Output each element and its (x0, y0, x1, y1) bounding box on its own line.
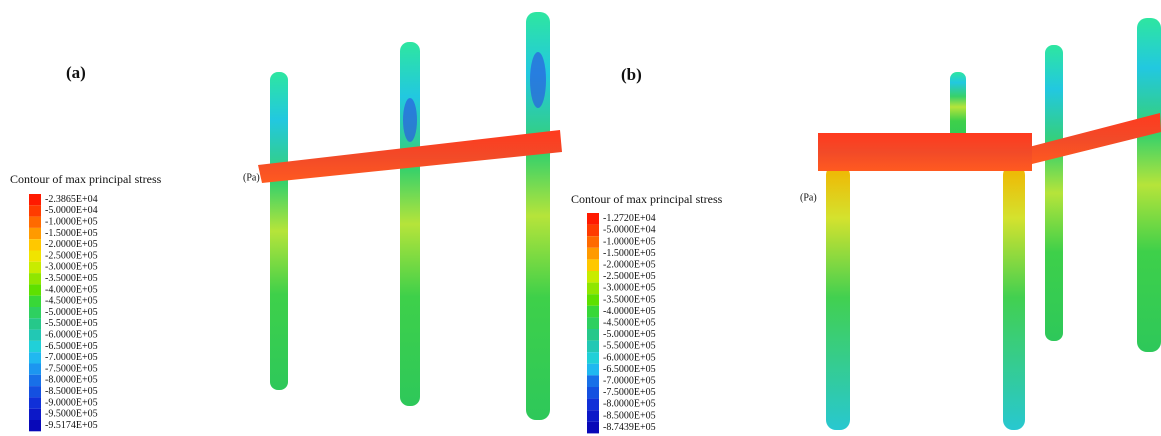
legend-swatch (587, 375, 599, 387)
legend-swatch (29, 307, 41, 318)
legend-level: -6.5000E+05 (603, 364, 656, 375)
legend-title: Contour of max principal stress (10, 172, 162, 186)
legend-level: -5.0000E+04 (603, 225, 656, 236)
legend-swatch (29, 341, 41, 352)
legend-level: -7.5000E+05 (603, 387, 656, 398)
legend-swatch (587, 387, 599, 399)
legend-swatch (29, 273, 41, 284)
legend-level: -3.0000E+05 (603, 283, 656, 294)
legend-swatch (587, 364, 599, 376)
legend-level: -8.7439E+05 (603, 422, 656, 433)
legend-swatch (29, 228, 41, 239)
model-b (818, 18, 1161, 430)
legend-swatch (587, 329, 599, 341)
legend-swatch (587, 341, 599, 353)
legend-level: -5.0000E+05 (45, 307, 98, 318)
legend-level: -5.0000E+05 (603, 329, 656, 340)
legend-level: -9.0000E+05 (45, 397, 98, 408)
legend-swatch (587, 410, 599, 422)
legend-swatch (587, 271, 599, 283)
legend-level: -6.0000E+05 (603, 352, 656, 363)
legend-swatch (29, 205, 41, 216)
legend-title: Contour of max principal stress (571, 192, 723, 206)
figure: (a) Contour of max principal stress (Pa) -2… (0, 0, 1161, 436)
legend-level: -4.5000E+05 (603, 317, 656, 328)
legend-swatch (587, 422, 599, 434)
legend-swatch (29, 375, 41, 386)
model-a (258, 12, 562, 420)
legend-level: -1.5000E+05 (603, 248, 656, 259)
legend-swatch (587, 213, 599, 225)
legend-swatch (587, 248, 599, 260)
legend-unit: (Pa) (243, 172, 260, 183)
legend-level: -9.5000E+05 (45, 409, 98, 420)
legend-level: -3.0000E+05 (45, 262, 98, 273)
legend-swatch (29, 409, 41, 420)
legend-swatch (587, 306, 599, 318)
legend-unit: (Pa) (800, 192, 817, 203)
legend-swatch (29, 318, 41, 329)
legend-swatch (29, 386, 41, 397)
legend-swatch (29, 262, 41, 273)
legend-swatch (29, 364, 41, 375)
legend-level: -6.0000E+05 (45, 330, 98, 341)
legend-level: -8.5000E+05 (603, 410, 656, 421)
legend-level: -8.5000E+05 (45, 386, 98, 397)
legend-swatch (29, 296, 41, 307)
legend-swatch (29, 420, 41, 431)
legend-level: -9.5174E+05 (45, 420, 98, 431)
legend-level: -1.2720E+04 (603, 213, 656, 224)
legend-swatch (29, 239, 41, 250)
legend-swatch (587, 352, 599, 364)
legend-level: -2.3865E+04 (45, 194, 98, 205)
legend-swatch (587, 236, 599, 248)
legend-swatch (587, 294, 599, 306)
legend-level: -2.5000E+05 (45, 250, 98, 261)
legend-level: -2.0000E+05 (45, 239, 98, 250)
legend-swatch (29, 194, 41, 205)
legend-level: -5.5000E+05 (603, 341, 656, 352)
legend-level: -1.0000E+05 (45, 217, 98, 228)
legend-level: -1.0000E+05 (603, 236, 656, 247)
legend-swatch (587, 317, 599, 329)
legend-swatch (29, 397, 41, 408)
legend-swatch (29, 330, 41, 341)
legend-level: -4.0000E+05 (45, 284, 98, 295)
legend-level: -8.0000E+05 (603, 399, 656, 410)
legend-swatch (587, 399, 599, 411)
legend-level: -4.5000E+05 (45, 296, 98, 307)
legend-swatch (587, 283, 599, 295)
legend-level: -7.0000E+05 (603, 375, 656, 386)
legend-level: -4.0000E+05 (603, 306, 656, 317)
legend-level: -3.5000E+05 (45, 273, 98, 284)
legend-level: -6.5000E+05 (45, 341, 98, 352)
legend-swatch (587, 225, 599, 237)
legend-level: -1.5000E+05 (45, 228, 98, 239)
legend-swatch (29, 284, 41, 295)
legend-level: -7.0000E+05 (45, 352, 98, 363)
legend-level: -7.5000E+05 (45, 363, 98, 374)
legend-level: -2.5000E+05 (603, 271, 656, 282)
panel-label: (b) (621, 65, 642, 84)
legend-level: -2.0000E+05 (603, 259, 656, 270)
legend-swatch (587, 259, 599, 271)
legend-level: -5.0000E+04 (45, 205, 98, 216)
legend-swatch (29, 251, 41, 262)
legend-swatch (29, 352, 41, 363)
panel-label: (a) (66, 63, 86, 82)
legend-level: -3.5000E+05 (603, 294, 656, 305)
legend-level: -8.0000E+05 (45, 375, 98, 386)
legend-swatch (29, 217, 41, 228)
legend-level: -5.5000E+05 (45, 318, 98, 329)
